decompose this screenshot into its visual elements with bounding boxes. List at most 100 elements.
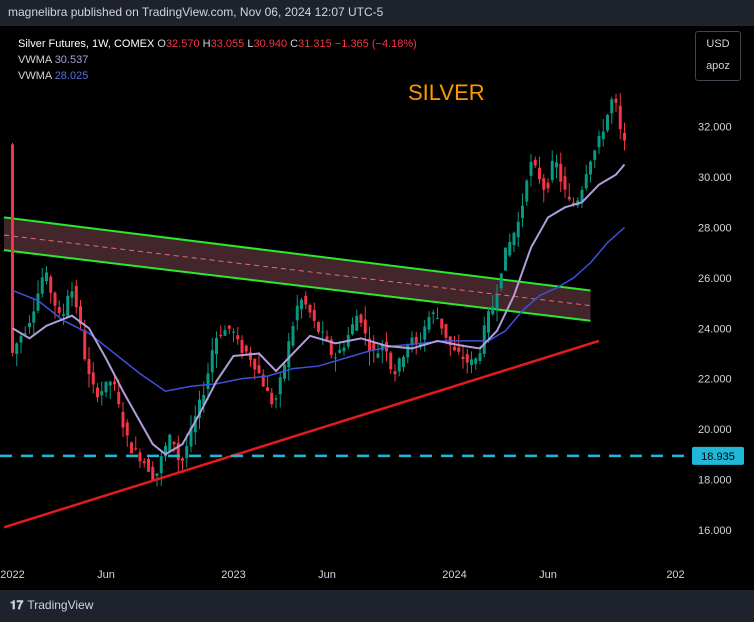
x-tick-label: Jun <box>539 569 557 581</box>
candle-body <box>482 325 486 355</box>
close-value: 31.315 <box>298 38 332 50</box>
candle-body <box>359 314 363 323</box>
candle-body <box>504 247 507 271</box>
y-tick-label: 18.000 <box>698 474 732 486</box>
publish-bar: magnelibra published on TradingView.com,… <box>0 0 754 26</box>
candle-body <box>623 132 626 141</box>
price-chart[interactable]: 16.000 18.000 20.000 22.000 24.000 26.000 28.0… <box>0 26 754 590</box>
candle-body <box>474 358 478 364</box>
candle-body <box>159 456 163 474</box>
candle-body <box>11 144 14 353</box>
x-tick-label: 2022 <box>0 569 24 581</box>
y-tick-label: 22.000 <box>698 374 732 386</box>
open-value: 32.570 <box>165 38 200 50</box>
candle-body <box>597 135 601 148</box>
symbol-name[interactable]: Silver Futures, 1W, COMEX <box>18 38 155 50</box>
candle-body <box>372 343 376 351</box>
candle-body <box>461 356 465 360</box>
tradingview-logo[interactable]: 𝟏𝟕 TradingView <box>10 598 93 613</box>
candle-body <box>525 180 529 202</box>
candle-body <box>83 330 87 360</box>
candle-body <box>376 353 380 358</box>
candle-body <box>487 311 490 333</box>
candle-body <box>610 99 614 114</box>
candle-body <box>499 273 503 289</box>
candle-body <box>538 167 541 180</box>
candle-body <box>240 340 244 353</box>
candle-body <box>117 391 121 405</box>
candle-body <box>19 336 23 343</box>
candle-body <box>444 324 448 338</box>
candle-body <box>66 295 70 317</box>
candle-body <box>138 452 142 462</box>
y-tick-label: 20.000 <box>698 424 732 436</box>
support-trendline <box>3 339 600 529</box>
candle-body <box>491 306 495 315</box>
tradingview-brand: TradingView <box>27 598 94 612</box>
candle-body <box>423 326 427 340</box>
y-tick-label: 28.000 <box>698 222 732 234</box>
close-label: C <box>290 38 299 50</box>
candle-body <box>244 345 248 352</box>
candle-body <box>176 442 180 460</box>
candle-body <box>142 461 146 464</box>
candle-body <box>380 344 384 351</box>
candle-body <box>100 391 104 396</box>
y-tick-label: 32.000 <box>698 122 732 134</box>
candle-body <box>440 318 444 329</box>
change-value: −1.365 (−4.18%) <box>334 38 417 50</box>
candle-body <box>53 292 57 306</box>
candle-body <box>164 445 167 457</box>
candle-body <box>393 371 397 375</box>
candle-body <box>57 306 61 314</box>
candle-body <box>529 161 533 176</box>
candle-body <box>593 150 597 160</box>
candle-body <box>223 329 227 336</box>
x-tick-label: 2024 <box>442 569 466 581</box>
candle-body <box>104 381 108 393</box>
drawn-lines-group <box>0 339 690 529</box>
candle-body <box>96 387 99 398</box>
candle-body <box>308 305 312 313</box>
silver-annotation: SILVER <box>408 80 485 105</box>
candle-body <box>453 346 456 351</box>
candle-body <box>304 295 308 305</box>
high-value: 33.055 <box>210 38 245 50</box>
candle-body <box>559 163 563 182</box>
high-label: H <box>202 38 211 50</box>
candle-body <box>74 285 78 308</box>
candle-body <box>172 441 176 445</box>
candle-body <box>236 335 240 340</box>
candle-body <box>470 359 473 365</box>
candle-body <box>278 377 282 395</box>
candle-body <box>342 347 346 352</box>
x-tick-label: Jun <box>318 569 336 581</box>
candle-body <box>406 345 410 358</box>
legend-row-ohlc: Silver Futures, 1W, COMEX O32.570 H33.05… <box>18 36 417 52</box>
candle-body <box>87 358 91 375</box>
candle-body <box>402 357 405 368</box>
candle-body <box>334 357 337 359</box>
candle-body <box>312 309 316 321</box>
candle-body <box>189 427 193 447</box>
candle-body <box>70 291 74 298</box>
candle-body <box>521 205 524 218</box>
x-tick-label: 202 <box>666 569 684 581</box>
legend-row-vwma-2[interactable]: VWMA 28.025 <box>18 68 417 84</box>
vwma-1-value: 30.537 <box>54 54 89 66</box>
candle-body <box>351 324 354 335</box>
candle-body <box>572 202 575 205</box>
candle-body <box>206 373 210 390</box>
candle-body <box>555 162 558 168</box>
candle-body <box>193 416 197 433</box>
candle-body <box>295 305 299 321</box>
legend-row-vwma-1[interactable]: VWMA 30.537 <box>18 52 417 68</box>
candle-body <box>121 411 125 428</box>
vwma-2-value: 28.025 <box>54 70 89 82</box>
candle-body <box>291 325 295 346</box>
candle-body <box>270 392 274 405</box>
candle-body <box>40 277 44 294</box>
candle-body <box>79 306 82 325</box>
currency-scale-button[interactable]: USD apoz <box>695 31 741 81</box>
candle-body <box>181 458 184 461</box>
